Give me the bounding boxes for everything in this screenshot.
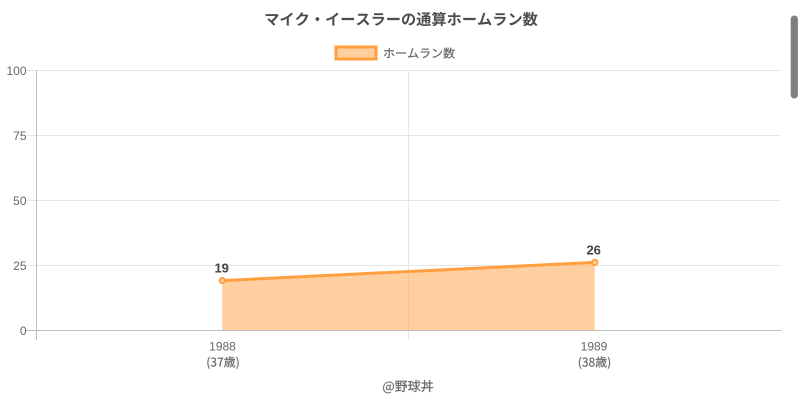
svg-text:1989: 1989 (581, 339, 608, 353)
svg-text:1988: 1988 (209, 339, 236, 353)
svg-text:100: 100 (6, 64, 26, 78)
svg-text:25: 25 (13, 259, 27, 273)
svg-text:0: 0 (20, 324, 27, 338)
svg-text:26: 26 (586, 243, 600, 258)
svg-text:75: 75 (13, 129, 27, 143)
svg-text:19: 19 (214, 261, 228, 276)
svg-text:50: 50 (13, 194, 27, 208)
